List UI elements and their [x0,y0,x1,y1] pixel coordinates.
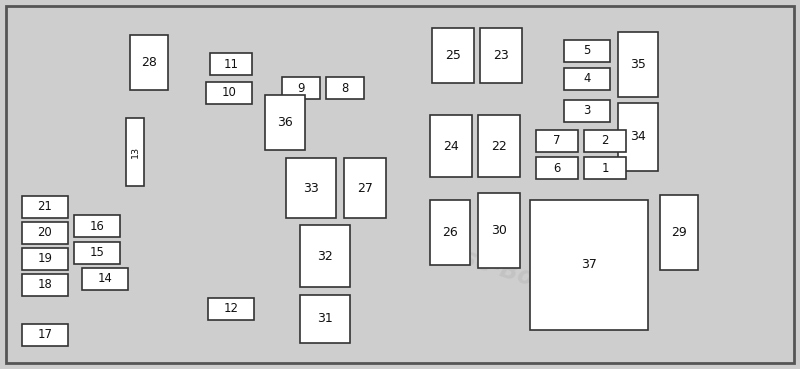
Text: 4: 4 [583,72,590,86]
Bar [536,157,578,179]
Bar [478,115,520,177]
Bar [300,295,350,343]
Text: 23: 23 [493,49,509,62]
Bar [564,40,610,62]
Text: 14: 14 [98,272,113,286]
Bar [206,82,252,104]
Bar [536,130,578,152]
Bar [432,28,474,83]
Bar [22,274,68,296]
Text: 12: 12 [223,303,238,315]
Bar [478,193,520,268]
Bar [584,157,626,179]
Text: 29: 29 [671,226,687,239]
Text: 1: 1 [602,162,609,175]
Text: 24: 24 [443,139,459,152]
Bar [344,158,386,218]
Text: 17: 17 [38,328,53,341]
Text: 31: 31 [317,313,333,325]
Text: Fuse-Box.info: Fuse-Box.info [430,236,610,314]
Text: 16: 16 [90,220,105,232]
Bar [300,225,350,287]
Bar [22,222,68,244]
Bar [584,130,626,152]
Text: 13: 13 [130,146,139,158]
Text: 25: 25 [445,49,461,62]
Text: 15: 15 [90,246,105,259]
Text: 9: 9 [298,82,305,94]
Bar [564,68,610,90]
Bar [22,324,68,346]
Text: 21: 21 [38,200,53,214]
Text: 3: 3 [583,104,590,117]
Text: 35: 35 [630,58,646,71]
Bar [564,100,610,122]
Bar [74,242,120,264]
Bar [74,215,120,237]
Bar [430,200,470,265]
Text: 5: 5 [583,45,590,58]
Text: 7: 7 [554,134,561,148]
Bar [130,35,168,90]
Text: 6: 6 [554,162,561,175]
Text: 30: 30 [491,224,507,237]
Bar [326,77,364,99]
Bar [22,196,68,218]
Text: 10: 10 [222,86,237,100]
Bar [210,53,252,75]
Text: 11: 11 [223,58,238,70]
Bar [286,158,336,218]
Text: 34: 34 [630,131,646,144]
Text: 32: 32 [317,249,333,262]
Bar [480,28,522,83]
Bar [126,118,144,186]
Text: 8: 8 [342,82,349,94]
Text: 22: 22 [491,139,507,152]
Bar [618,32,658,97]
Text: 33: 33 [303,182,319,194]
Text: 37: 37 [581,259,597,272]
Bar [660,195,698,270]
Bar [430,115,472,177]
Text: 20: 20 [38,227,52,239]
Bar [265,95,305,150]
Text: 2: 2 [602,134,609,148]
Bar [282,77,320,99]
Text: 36: 36 [277,116,293,129]
Text: 28: 28 [141,56,157,69]
Text: 18: 18 [38,279,52,292]
Bar [530,200,648,330]
Bar [22,248,68,270]
Bar [82,268,128,290]
Bar [208,298,254,320]
Bar [618,103,658,171]
Text: 26: 26 [442,226,458,239]
Text: 19: 19 [38,252,53,266]
Text: 27: 27 [357,182,373,194]
